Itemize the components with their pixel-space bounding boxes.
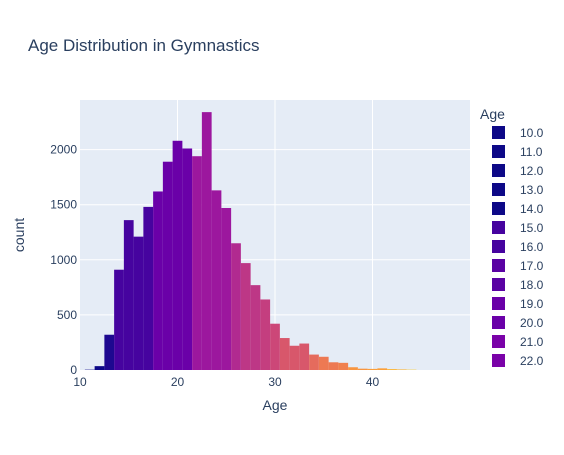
legend-entry-label[interactable]: 12.0 [520, 164, 544, 178]
legend-entry-label[interactable]: 15.0 [520, 221, 544, 235]
legend-swatch[interactable] [492, 259, 505, 272]
histogram-bar[interactable] [221, 208, 231, 370]
histogram-bar[interactable] [260, 299, 270, 370]
histogram-bar[interactable] [192, 156, 202, 370]
legend-swatch[interactable] [492, 164, 505, 177]
legend-swatch[interactable] [492, 145, 505, 158]
histogram-bar[interactable] [338, 363, 348, 370]
legend-entry-label[interactable]: 18.0 [520, 278, 544, 292]
histogram-bar[interactable] [182, 148, 192, 370]
histogram-bar[interactable] [387, 369, 397, 370]
histogram-bar[interactable] [290, 346, 300, 370]
histogram-bar[interactable] [114, 270, 124, 370]
x-tick-label: 20 [171, 375, 185, 389]
histogram-bar[interactable] [231, 243, 241, 370]
legend-swatch[interactable] [492, 278, 505, 291]
legend-swatch[interactable] [492, 354, 505, 367]
legend-swatch[interactable] [492, 202, 505, 215]
x-axis-label: Age [263, 397, 288, 413]
chart-title: Age Distribution in Gymnastics [28, 36, 259, 55]
legend-entry-label[interactable]: 17.0 [520, 259, 544, 273]
histogram-bar[interactable] [377, 368, 387, 370]
histogram-bar[interactable] [134, 237, 144, 370]
y-tick-label: 2000 [50, 143, 77, 157]
histogram-bar[interactable] [143, 207, 153, 370]
legend-entry-label[interactable]: 22.0 [520, 354, 544, 368]
x-axis-ticks: 10 20 30 40 [73, 375, 379, 389]
legend-entry-label[interactable]: 19.0 [520, 297, 544, 311]
y-axis-ticks: 0 500 1000 1500 2000 [50, 143, 77, 377]
y-axis-label: count [11, 218, 27, 252]
histogram-bar[interactable] [397, 369, 407, 370]
x-tick-label: 40 [366, 375, 380, 389]
x-tick-label: 30 [268, 375, 282, 389]
histogram-bar[interactable] [280, 338, 290, 370]
legend-entry-label[interactable]: 13.0 [520, 183, 544, 197]
histogram-bar[interactable] [212, 190, 222, 370]
legend-swatch[interactable] [492, 335, 505, 348]
legend-swatch[interactable] [492, 126, 505, 139]
y-tick-label: 0 [70, 363, 77, 377]
legend-swatch[interactable] [492, 240, 505, 253]
legend-title: Age [480, 106, 505, 122]
histogram-bar[interactable] [124, 220, 134, 370]
histogram-bar[interactable] [270, 324, 280, 370]
histogram-bar[interactable] [95, 366, 105, 370]
legend-entry-label[interactable]: 20.0 [520, 316, 544, 330]
histogram-bar[interactable] [309, 355, 319, 370]
histogram-bar[interactable] [241, 263, 251, 370]
histogram-bar[interactable] [348, 367, 358, 370]
histogram-bar[interactable] [319, 357, 329, 370]
histogram-bar[interactable] [251, 285, 261, 370]
legend-swatch[interactable] [492, 316, 505, 329]
legend-swatch[interactable] [492, 221, 505, 234]
histogram-bar[interactable] [368, 369, 378, 370]
legend-entry-label[interactable]: 16.0 [520, 240, 544, 254]
y-tick-label: 1000 [50, 253, 77, 267]
histogram-bar[interactable] [202, 112, 212, 370]
histogram-bar[interactable] [153, 191, 163, 370]
y-tick-label: 500 [57, 308, 77, 322]
legend[interactable]: Age 10.0 11.0 12.0 13.0 14.0 15.0 16.0 17.0 18.0… [480, 106, 544, 368]
legend-entry-label[interactable]: 14.0 [520, 202, 544, 216]
y-tick-label: 1500 [50, 198, 77, 212]
legend-entry-label[interactable]: 21.0 [520, 335, 544, 349]
legend-entry-label[interactable]: 10.0 [520, 126, 544, 140]
histogram-bar[interactable] [104, 335, 114, 370]
histogram-bar[interactable] [163, 162, 173, 370]
legend-swatch[interactable] [492, 297, 505, 310]
histogram-bar[interactable] [358, 369, 368, 370]
legend-swatch[interactable] [492, 183, 505, 196]
histogram-bar[interactable] [329, 362, 339, 370]
legend-entry-label[interactable]: 11.0 [520, 145, 543, 159]
histogram-bar[interactable] [173, 141, 183, 370]
histogram-bar[interactable] [299, 344, 309, 370]
x-tick-label: 10 [73, 375, 87, 389]
